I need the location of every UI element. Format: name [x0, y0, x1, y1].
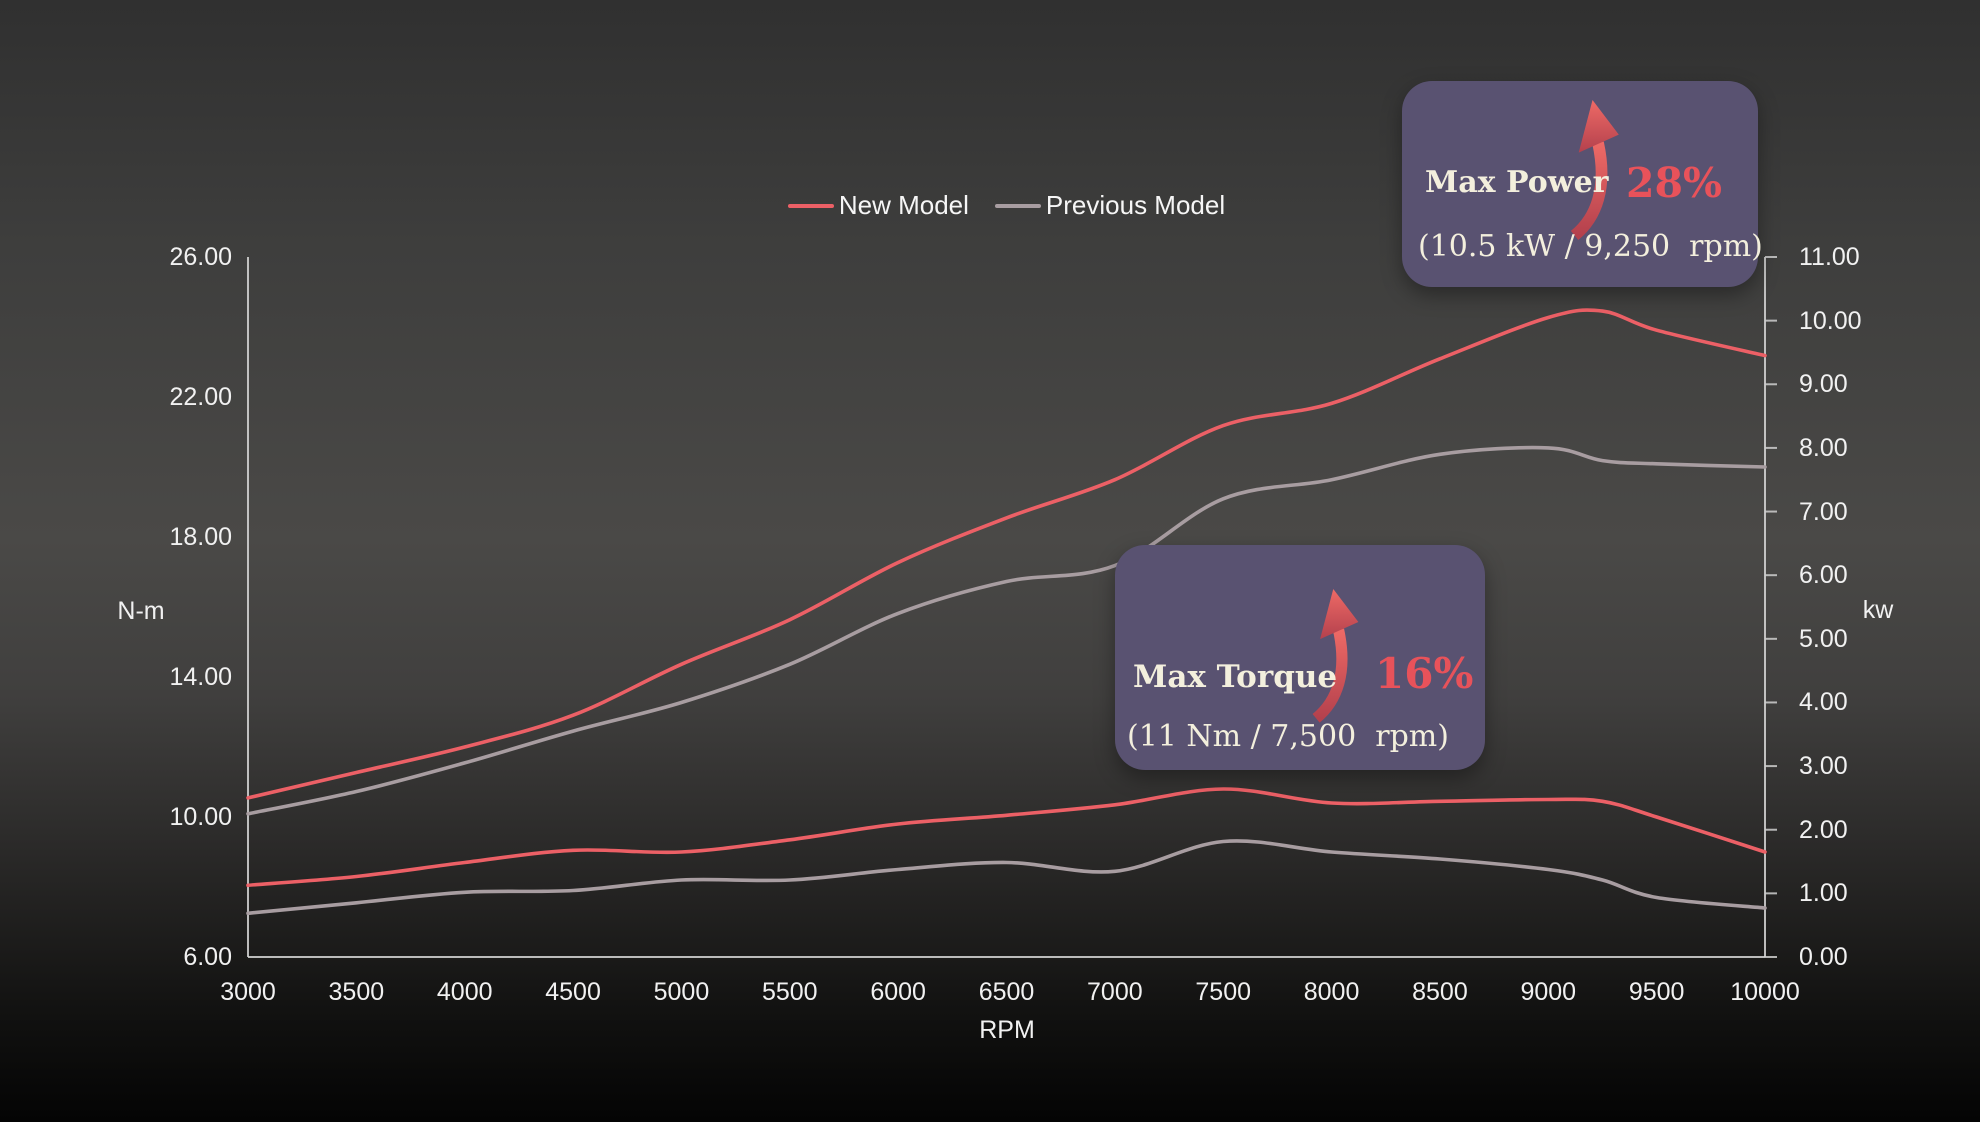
left-axis-tick-label: 6.00	[183, 943, 232, 971]
left-axis-tick-label: 22.00	[169, 383, 232, 411]
new-model-torque-curve	[246, 787, 1767, 888]
left-axis-tick-label: 14.00	[169, 663, 232, 691]
legend-line-swatch	[787, 203, 834, 208]
x-axis-tick-label: 9000	[1520, 978, 1577, 1006]
right-axis-tick-label: 5.00	[1799, 624, 1848, 653]
right-axis-tick-label: 11.00	[1799, 243, 1860, 271]
right-axis-tick-label: 7.00	[1799, 497, 1848, 526]
x-axis-tick-label: 9500	[1628, 978, 1685, 1006]
max-power-title: Max Power	[1425, 165, 1609, 200]
right-axis-tick-marks	[1765, 256, 1777, 958]
max-torque-callout: Max Torque 16% (11 Nm / 7,500 rpm)	[1115, 545, 1485, 770]
x-axis-tick-label: 4000	[436, 978, 493, 1006]
growth-arrow-icon	[1312, 588, 1359, 723]
left-axis-tick-label: 26.00	[169, 243, 232, 271]
right-axis-tick-label: 6.00	[1799, 561, 1848, 590]
max-torque-percent: 16%	[1375, 649, 1474, 698]
left-axis-unit-label: N-m	[117, 597, 165, 625]
right-axis-tick-label: 0.00	[1799, 943, 1848, 971]
x-axis-tick-label: 4500	[545, 978, 601, 1006]
x-axis-tick-label: 6500	[978, 978, 1035, 1006]
right-axis-tick-label: 4.00	[1799, 688, 1848, 717]
series-curves	[246, 308, 1767, 916]
right-axis-tick-label: 8.00	[1799, 433, 1848, 462]
legend-item: Previous Model	[994, 190, 1226, 221]
x-axis-tick-label: 3500	[328, 978, 385, 1006]
right-axis-unit-label: kw	[1862, 596, 1894, 624]
growth-arrow-icon	[1570, 100, 1619, 241]
max-torque-detail: (11 Nm / 7,500 rpm)	[1127, 719, 1449, 754]
legend-item: New Model	[787, 190, 969, 221]
chart-legend: New Model Previous Model	[248, 190, 1765, 221]
new-model-power-curve	[246, 308, 1767, 800]
max-power-callout: Max Power 28% (10.5 kW / 9,250 rpm)	[1402, 81, 1763, 287]
right-axis-tick-label: 2.00	[1799, 815, 1848, 844]
legend-label: Previous Model	[1045, 190, 1226, 220]
previous-model-power-curve	[246, 445, 1767, 816]
max-power-detail: (10.5 kW / 9,250 rpm)	[1418, 229, 1763, 264]
legend-label: New Model	[838, 190, 969, 220]
x-axis-tick-label: 6000	[870, 978, 926, 1006]
x-axis-tick-label: 7000	[1087, 978, 1143, 1006]
x-axis-tick-label: 8500	[1412, 978, 1468, 1006]
max-torque-title: Max Torque	[1133, 659, 1338, 695]
x-axis-tick-label: 5500	[761, 978, 818, 1006]
x-axis-tick-label: 5000	[653, 978, 710, 1006]
x-axis-tick-label: 8000	[1303, 978, 1360, 1006]
left-axis-tick-label: 18.00	[169, 523, 232, 551]
right-axis-tick-label: 3.00	[1799, 752, 1848, 781]
left-axis-tick-label: 10.00	[169, 803, 232, 831]
right-axis-tick-label: 9.00	[1799, 370, 1848, 399]
x-axis-tick-label: 7500	[1195, 978, 1252, 1006]
x-axis-title: RPM	[979, 1016, 1035, 1044]
legend-line-swatch	[994, 203, 1041, 208]
x-axis-tick-label: 10000	[1730, 978, 1800, 1006]
previous-model-torque-curve	[246, 839, 1767, 916]
right-axis-tick-label: 1.00	[1799, 879, 1848, 908]
max-power-percent: 28%	[1626, 159, 1723, 207]
right-axis-tick-label: 10.00	[1799, 306, 1862, 335]
x-axis-tick-label: 3000	[220, 978, 276, 1006]
